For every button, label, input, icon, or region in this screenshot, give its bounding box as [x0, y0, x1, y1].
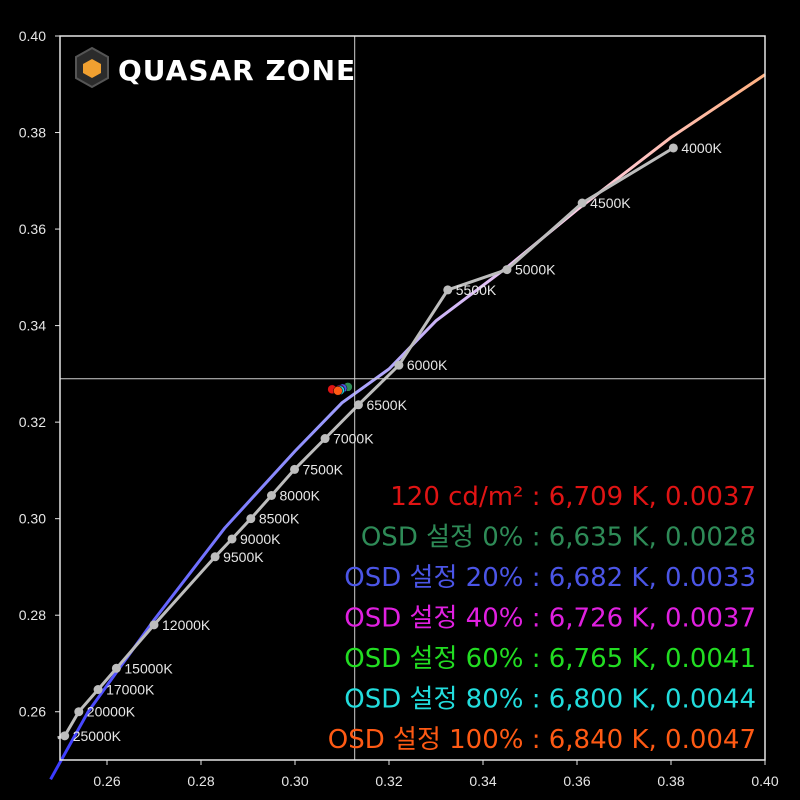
cct-label: 12000K [162, 617, 211, 633]
cct-label: 9000K [240, 531, 281, 547]
cct-point [668, 143, 678, 153]
cct-label: 8000K [280, 487, 321, 503]
series-point [333, 386, 343, 396]
cct-point [577, 198, 587, 208]
cct-label: 20000K [87, 704, 136, 720]
cct-point [227, 534, 237, 544]
cct-label: 6500K [366, 397, 407, 413]
legend-entry: 120 cd/m² : 6,709 K, 0.0037 [390, 482, 756, 512]
cct-point [111, 663, 121, 673]
x-tick-label: 0.28 [187, 773, 214, 789]
cct-label: 8500K [259, 511, 300, 527]
cct-point [502, 265, 512, 275]
y-tick-label: 0.30 [19, 511, 46, 527]
cct-point [394, 360, 404, 370]
x-tick-label: 0.30 [281, 773, 308, 789]
cct-point [210, 552, 220, 562]
cct-label: 6000K [407, 357, 448, 373]
legend-entry: OSD 설정 80% : 6,800 K, 0.0044 [344, 685, 756, 715]
quasarzone-logo: QUASAR ZONE [75, 46, 356, 89]
cct-point [149, 620, 159, 630]
cct-label: 7500K [303, 461, 344, 477]
x-tick-label: 0.34 [469, 773, 496, 789]
cct-label: 7000K [333, 431, 374, 447]
cct-label: 25000K [73, 728, 122, 744]
plot-frame [59, 35, 766, 761]
y-tick-label: 0.40 [19, 28, 46, 44]
cct-point [60, 731, 70, 741]
y-tick-label: 0.36 [19, 221, 46, 237]
cct-point [353, 400, 363, 410]
legend-entry: OSD 설정 0% : 6,635 K, 0.0028 [361, 523, 756, 553]
y-tick-label: 0.38 [19, 125, 46, 141]
cct-point [74, 707, 84, 717]
cube-icon [75, 46, 109, 89]
cct-label: 4000K [681, 140, 722, 156]
cct-point [290, 464, 300, 474]
legend-entry: OSD 설정 40% : 6,726 K, 0.0037 [344, 604, 756, 634]
x-tick-label: 0.26 [93, 773, 120, 789]
x-tick-label: 0.40 [751, 773, 778, 789]
cct-point [267, 490, 276, 500]
planckian-locus-line [57, 146, 675, 740]
x-tick-label: 0.36 [563, 773, 590, 789]
legend-entry: OSD 설정 100% : 6,840 K, 0.0047 [328, 725, 756, 755]
cct-label: 5000K [515, 262, 556, 278]
cct-point [320, 434, 330, 444]
cct-point [246, 514, 256, 524]
cct-label: 17000K [106, 682, 155, 698]
y-tick-label: 0.32 [19, 414, 46, 430]
y-tick-label: 0.28 [19, 607, 46, 623]
cct-point [93, 685, 103, 695]
cct-label: 9500K [223, 549, 264, 565]
cct-point [443, 285, 453, 295]
x-tick-label: 0.32 [375, 773, 402, 789]
cct-label: 4500K [590, 195, 631, 211]
cct-label: 5500K [456, 282, 497, 298]
cct-label: 15000K [124, 660, 173, 676]
x-tick-label: 0.38 [657, 773, 684, 789]
legend-entry: OSD 설정 20% : 6,682 K, 0.0033 [344, 563, 756, 593]
y-tick-label: 0.34 [19, 318, 46, 334]
legend-entry: OSD 설정 60% : 6,765 K, 0.0041 [344, 644, 756, 674]
y-tick-label: 0.26 [19, 704, 46, 720]
logo-text: QUASAR ZONE [118, 54, 356, 87]
